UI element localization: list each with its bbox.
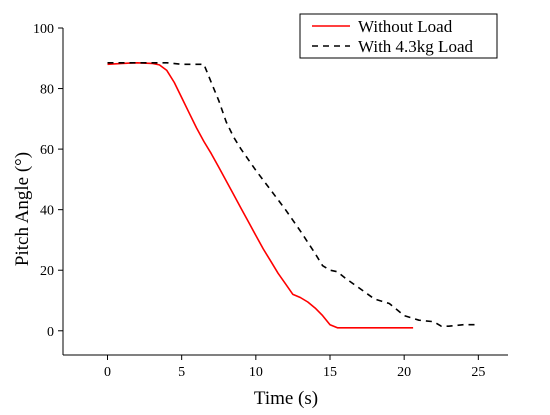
y-axis-label: Pitch Angle (°)	[12, 152, 33, 266]
x-tick-label: 10	[249, 365, 263, 380]
y-tick-label: 80	[40, 83, 54, 98]
x-tick-label: 25	[471, 365, 485, 380]
series-group	[107, 62, 479, 329]
x-tick-label: 20	[397, 365, 411, 380]
x-tick-label: 5	[178, 365, 185, 380]
y-tick-label: 40	[40, 204, 54, 219]
legend-label-with-load: With 4.3kg Load	[358, 37, 473, 56]
legend-label-without-load: Without Load	[358, 17, 453, 36]
x-axis-label: Time (s)	[254, 388, 318, 409]
series-line-with-load	[107, 62, 479, 327]
x-tick-label: 15	[323, 365, 337, 380]
series-line-without-load	[107, 62, 414, 329]
legend: Without Load With 4.3kg Load	[299, 13, 498, 59]
x-tick-label: 0	[104, 365, 111, 380]
legend-box	[299, 13, 498, 59]
y-tick-label: 20	[40, 264, 54, 279]
y-tick-label: 100	[33, 22, 54, 37]
y-tick-label: 0	[47, 325, 54, 340]
axes	[62, 28, 508, 356]
y-tick-label: 60	[40, 143, 54, 158]
tick-group: 0 20 40 60 80 100 0 5 10 15 20 25	[33, 22, 485, 380]
